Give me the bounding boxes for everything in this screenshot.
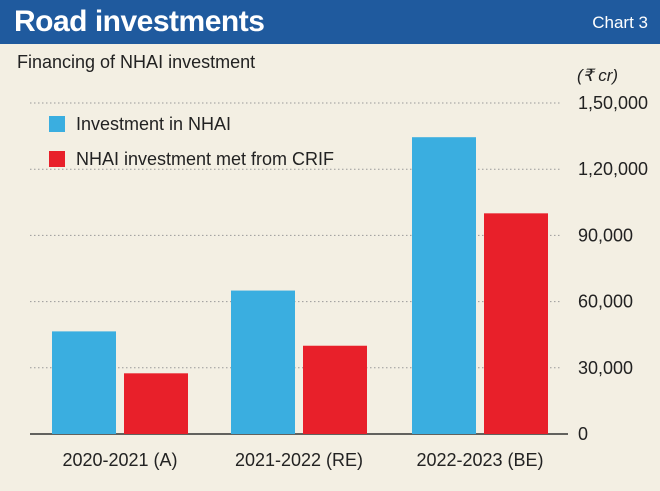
legend-swatch [49, 151, 65, 167]
y-tick-label: 60,000 [578, 292, 633, 312]
bar-investment [52, 331, 116, 434]
chart-header: Road investments Chart 3 [0, 0, 660, 44]
bar-crif [484, 213, 548, 434]
chart-subtitle: Financing of NHAI investment [17, 52, 256, 72]
bar-investment [412, 137, 476, 434]
y-tick-label: 30,000 [578, 358, 633, 378]
chart-title: Road investments [14, 5, 265, 38]
legend-label: Investment in NHAI [76, 114, 231, 134]
bar-investment [231, 290, 295, 434]
x-tick-label: 2022-2023 (BE) [416, 450, 543, 470]
legend-label: NHAI investment met from CRIF [76, 149, 334, 169]
x-tick-label: 2020-2021 (A) [62, 450, 177, 470]
x-tick-label: 2021-2022 (RE) [235, 450, 363, 470]
y-tick-label: 1,20,000 [578, 159, 648, 179]
bar-crif [124, 373, 188, 434]
unit-label: (₹ cr) [577, 66, 619, 85]
y-tick-label: 0 [578, 424, 588, 444]
y-tick-label: 1,50,000 [578, 93, 648, 113]
y-tick-label: 90,000 [578, 225, 633, 245]
chart-number: Chart 3 [592, 13, 648, 32]
legend-swatch [49, 116, 65, 132]
bar-crif [303, 345, 367, 434]
